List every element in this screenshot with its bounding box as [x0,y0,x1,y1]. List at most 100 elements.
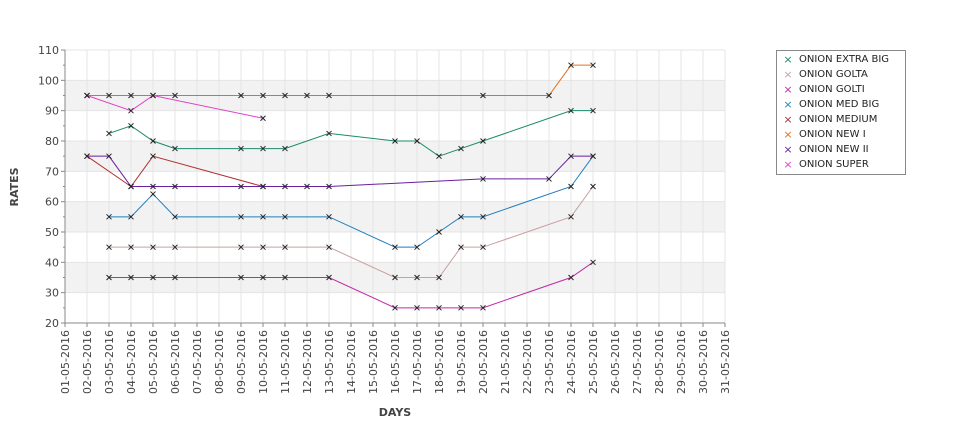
point-mark [150,138,156,144]
y-tick-label: 90 [45,105,59,118]
point-mark [326,130,332,137]
x-tick-label: 27-05-2016 [631,330,644,394]
data-point [326,213,332,220]
point-mark [590,153,596,160]
point-mark [436,153,442,160]
point-mark [150,153,156,160]
point-mark [172,145,178,152]
point-mark [106,274,112,281]
series-markers [84,62,596,311]
data-point [128,274,134,281]
data-point [590,153,596,160]
data-point [458,304,464,311]
x-tick-label: 04-05-2016 [125,330,138,394]
x-tick-label: 09-05-2016 [235,330,248,394]
point-mark [128,107,134,114]
point-mark [150,274,156,281]
data-point [150,183,156,190]
data-point [106,244,112,251]
point-mark [128,122,134,129]
y-tick-label: 50 [45,226,59,239]
legend-label: ONION EXTRA BIG [799,54,890,65]
x-tick-label: 30-05-2016 [697,330,710,394]
x-tick-label: 05-05-2016 [147,330,160,394]
point-mark [546,92,552,99]
point-mark [480,244,486,251]
point-mark [84,92,90,99]
data-point [172,213,178,220]
data-point [238,274,244,281]
data-point [150,138,156,144]
point-mark [172,183,178,190]
x-tick-label: 12-05-2016 [301,330,314,394]
data-point [282,244,288,251]
x-axis-label: DAYS [379,406,412,419]
legend-item: × ONION MEDIUM [777,112,905,127]
data-point [282,92,288,99]
legend-item: × ONION NEW II [777,142,905,157]
point-mark [568,153,574,160]
data-point [326,130,332,137]
data-point [106,213,112,220]
x-tick-label: 07-05-2016 [191,330,204,394]
y-tick-label: 110 [38,44,59,57]
legend-marker-icon: × [783,53,793,66]
data-point [436,229,442,235]
point-mark [304,183,310,190]
point-mark [304,92,310,99]
point-mark [436,229,442,235]
legend-marker-icon: × [783,113,793,126]
data-point [392,138,398,144]
point-mark [260,274,266,281]
x-tick-label: 08-05-2016 [213,330,226,394]
point-mark [260,92,266,99]
legend-item: × ONION MED BIG [777,97,905,112]
point-mark [238,213,244,220]
legend-marker-icon: × [783,98,793,111]
point-mark [414,138,420,144]
point-mark [172,244,178,251]
x-tick-label: 01-05-2016 [59,330,72,394]
point-mark [568,107,574,114]
point-mark [436,304,442,311]
point-mark [128,92,134,99]
legend-marker-icon: × [783,158,793,171]
data-point [106,153,112,160]
point-mark [392,244,398,251]
legend-label: ONION MED BIG [799,99,880,110]
point-mark [106,153,112,160]
point-mark [238,145,244,152]
data-point [260,92,266,99]
data-point [326,183,332,190]
point-mark [150,244,156,251]
point-mark [84,153,90,160]
legend-item: × ONION NEW I [777,127,905,142]
data-point [590,259,596,266]
data-point [458,244,464,251]
point-mark [480,304,486,311]
series-line [86,94,264,119]
x-tick-label: 10-05-2016 [257,330,270,394]
point-mark [260,244,266,251]
legend-marker-icon: × [783,68,793,81]
legend-label: ONION GOLTA [799,69,868,80]
data-point [150,244,156,251]
data-point [436,274,442,281]
point-mark [282,92,288,99]
y-tick-label: 100 [38,74,59,87]
point-mark [590,62,596,69]
legend-label: ONION NEW I [799,129,866,140]
point-mark [326,274,332,281]
data-point [84,153,90,160]
data-point [238,213,244,220]
x-tick-label: 20-05-2016 [477,330,490,394]
point-mark [282,244,288,251]
data-point [326,274,332,281]
point-mark [260,183,266,190]
x-tick-label: 23-05-2016 [543,330,556,394]
point-mark [282,183,288,190]
data-point [128,107,134,114]
point-mark [128,213,134,220]
legend-item: × ONION SUPER [777,157,905,172]
